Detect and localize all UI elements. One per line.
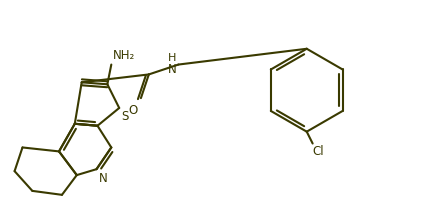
Text: Cl: Cl: [313, 145, 324, 158]
Text: H: H: [168, 53, 176, 63]
Text: O: O: [128, 104, 138, 117]
Text: N: N: [99, 172, 107, 185]
Text: N: N: [168, 63, 176, 76]
Text: NH₂: NH₂: [113, 49, 136, 62]
Text: S: S: [121, 110, 128, 123]
